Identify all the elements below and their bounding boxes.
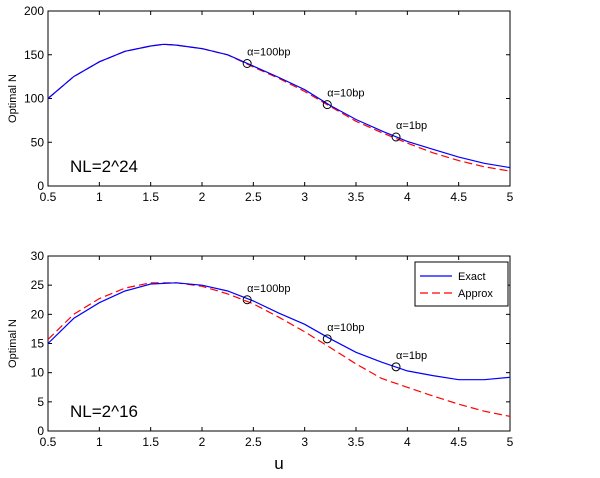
x-tick-label: 3 xyxy=(301,190,308,204)
legend-label: Approx xyxy=(458,288,493,300)
x-tick-label: 2 xyxy=(199,190,206,204)
y-tick-label: 150 xyxy=(24,48,44,62)
x-tick-label: 1 xyxy=(96,190,103,204)
x-tick-label: 4.5 xyxy=(450,190,467,204)
alpha-label: α=10bp xyxy=(327,88,364,100)
x-axis-label: u xyxy=(274,454,283,473)
alpha-marker xyxy=(391,132,401,142)
subplot-2: 0.5 1 1.5 2 2.5 3 3.5 4 4.5 5 0 5 10 15 20 25 30 Optimal … xyxy=(7,249,514,473)
x-tick-label: 2.5 xyxy=(245,435,262,449)
x-tick-label: 3.5 xyxy=(348,190,365,204)
x-tick-label: 3 xyxy=(301,435,308,449)
x-tick-label: 1.5 xyxy=(142,435,159,449)
y-tick-label: 20 xyxy=(31,307,45,321)
alpha-marker xyxy=(322,100,332,110)
y-tick-label: 100 xyxy=(24,92,44,106)
alpha-label: α=1bp xyxy=(396,350,427,362)
series-exact xyxy=(47,282,511,381)
x-tick-label: 5 xyxy=(507,435,514,449)
y-tick-label: 50 xyxy=(31,135,45,149)
x-tick-label: 5 xyxy=(507,190,514,204)
x-tick-label: 3.5 xyxy=(348,435,365,449)
alpha-marker xyxy=(322,334,332,344)
alpha-label: α=1bp xyxy=(396,120,427,132)
series-exact xyxy=(47,43,511,169)
alpha-label: α=100bp xyxy=(247,47,290,59)
y-tick-label: 0 xyxy=(37,179,44,193)
alpha-marker xyxy=(242,59,252,68)
x-tick-label: 4 xyxy=(404,190,411,204)
legend-label: Exact xyxy=(458,271,486,283)
y-tick-label: 200 xyxy=(24,4,44,18)
nl-annotation: NL=2^24 xyxy=(70,157,138,176)
x-tick-label: 1 xyxy=(96,435,103,449)
nl-annotation: NL=2^16 xyxy=(70,402,138,421)
axes-box xyxy=(47,10,511,187)
x-tick-label: 0.5 xyxy=(40,190,57,204)
y-tick-label: 30 xyxy=(31,249,45,263)
x-tick-label: 0.5 xyxy=(40,435,57,449)
alpha-marker xyxy=(391,362,401,372)
x-tick-label: 1.5 xyxy=(142,190,159,204)
alpha-label: α=100bp xyxy=(247,283,290,295)
x-tick-label: 2.5 xyxy=(245,190,262,204)
y-axis-label: Optimal N xyxy=(7,319,19,368)
alpha-marker xyxy=(242,295,252,305)
y-tick-label: 5 xyxy=(37,395,44,409)
y-tick-label: 10 xyxy=(31,366,45,380)
y-tick-label: 25 xyxy=(31,278,45,292)
y-tick-label: 0 xyxy=(37,424,44,438)
y-tick-label: 15 xyxy=(31,337,45,351)
x-tick-label: 4 xyxy=(404,435,411,449)
x-tick-label: 4.5 xyxy=(450,435,467,449)
x-tick-label: 2 xyxy=(199,435,206,449)
legend: Exact Approx xyxy=(414,261,509,307)
subplot-1: 0.5 1 1.5 2 2.5 3 3.5 4 4.5 5050100150200Optimal … xyxy=(7,4,514,204)
alpha-label: α=10bp xyxy=(327,322,364,334)
series-approx xyxy=(47,282,511,417)
y-axis-label: Optimal N xyxy=(7,74,19,123)
